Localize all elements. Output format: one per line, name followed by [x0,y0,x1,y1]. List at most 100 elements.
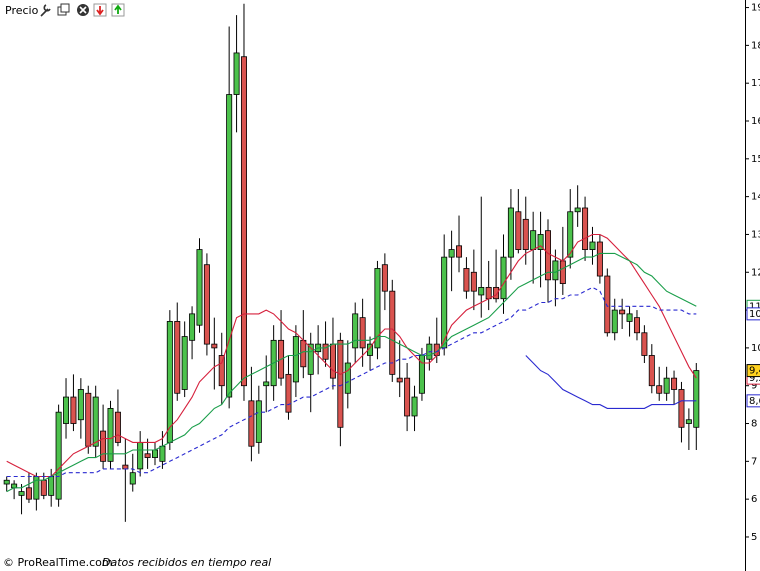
candle-body [40,479,47,496]
candle-body [648,355,655,387]
candle-body [574,207,581,213]
candle-body [263,381,270,387]
candle-body [374,268,381,349]
candle-body [107,407,114,462]
candle-body [144,453,151,458]
series-last-label: 9,2 [749,373,760,384]
candle-body [619,309,626,315]
y-tick-label: 12 [751,267,760,278]
series-last-label: 11,1 [749,301,760,312]
candle-body [589,241,596,250]
price-label-box [746,364,760,378]
move-down-icon[interactable] [93,3,107,17]
candle-body [203,264,210,345]
candle-body [48,476,55,496]
series-last-label: 8,6 [749,396,760,407]
candle-body [441,256,448,349]
y-tick-label: 10 [751,343,760,354]
candle-body [292,336,299,383]
candle-body [3,479,10,485]
y-tick-label: 18 [751,40,760,51]
candle-body [448,249,455,258]
candle-body [678,389,685,428]
candle-body [671,377,678,390]
candle-body [233,52,240,95]
candle-body [478,286,485,296]
price-label: 9,4 [749,366,760,377]
candle-body [181,336,188,390]
candle-body [411,396,418,417]
candle-body [515,211,522,250]
candle-body [604,275,611,334]
settings-icon[interactable] [40,4,51,17]
candle-body [159,445,166,462]
candle-body [337,339,344,428]
candle-body [693,370,700,428]
candle-body [493,286,500,300]
candle-body [174,321,181,394]
candle-body [166,321,173,443]
y-tick-label: 17 [751,78,760,89]
candle-body [656,385,663,394]
candle-body [92,396,99,447]
candle-body [485,286,492,300]
candle-body [530,230,537,250]
y-tick-label: 13 [751,229,760,240]
candle-body [196,249,203,326]
candle-body [189,313,196,341]
candle-body [211,343,218,349]
candle-body [226,94,233,398]
move-up-icon[interactable] [111,3,125,17]
series-last-label-box [746,394,760,408]
candle-body [344,362,351,394]
candle-body [567,211,574,258]
series-last-label-box [746,307,760,321]
candle-body [114,411,121,443]
candle-body [582,207,589,250]
y-tick-label: 15 [751,154,760,165]
candle-body [218,355,225,387]
plot-area [3,3,700,522]
candle-body [626,313,633,322]
candle-body [559,260,566,285]
candle-body [396,377,403,383]
candle-body [129,472,136,485]
candle-body [100,430,107,462]
candle-body [63,396,70,424]
window-icon[interactable] [57,3,70,16]
y-tick-label: 14 [751,192,760,203]
y-tick-label: 16 [751,116,760,127]
candle-body [381,264,388,292]
candle-body [389,290,396,375]
candle-body [137,442,144,470]
candle-body [18,491,25,496]
candle-body [663,377,670,394]
y-tick-label: 8 [751,419,757,430]
candle-body [552,260,559,281]
toolbar: Precio [0,0,130,20]
candle-body [404,377,411,417]
panel-title: Precio [5,4,39,17]
candle-body [685,419,692,424]
candle-body [85,392,92,447]
candle-body [352,313,359,349]
candle-body [122,464,129,470]
candle-body [596,241,603,277]
candle-body [322,343,329,360]
candle-body [641,332,648,356]
close-icon[interactable] [77,4,89,16]
indicator-line [6,252,697,493]
indicator-line [525,355,697,409]
candle-body [329,343,336,379]
y-tick-label: 9 [751,381,757,392]
series-last-label: 10,9 [749,309,760,320]
candle-body [25,487,32,500]
copyright: © ProRealTime.com [3,556,113,569]
candle-body [456,245,463,258]
candle-body [11,483,18,489]
candle-body [611,309,618,334]
candle-body [285,373,292,413]
indicator-line [6,286,697,478]
